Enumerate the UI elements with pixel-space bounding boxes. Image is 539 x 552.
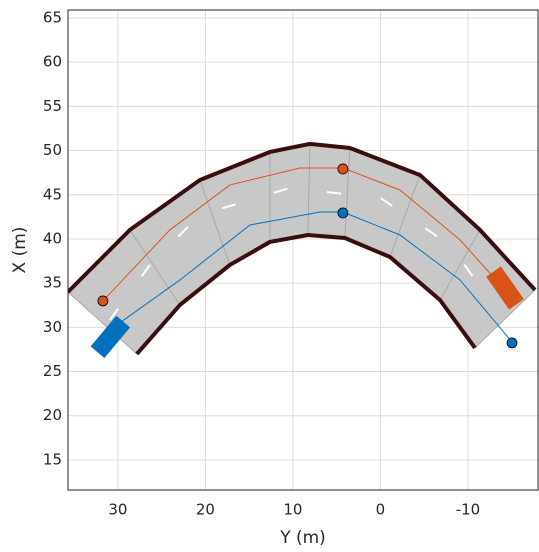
x-tick-label: 10 bbox=[283, 501, 302, 519]
vehicle bbox=[486, 266, 524, 310]
y-tick-label: 65 bbox=[43, 8, 62, 26]
y-tick-label: 30 bbox=[43, 318, 62, 336]
x-tick-label: 30 bbox=[108, 501, 127, 519]
plot bbox=[68, 141, 537, 359]
road-edge bbox=[68, 141, 537, 294]
y-tick-label: 60 bbox=[43, 53, 62, 71]
y-tick-label: 50 bbox=[43, 141, 62, 159]
y-tick-label: 55 bbox=[43, 97, 62, 115]
path bbox=[102, 167, 506, 302]
x-tick-label: -10 bbox=[456, 501, 481, 519]
waypoint bbox=[337, 207, 349, 219]
waypoint bbox=[97, 295, 109, 307]
y-tick-label: 20 bbox=[43, 406, 62, 424]
lane-marking bbox=[109, 186, 491, 321]
y-tick-label: 35 bbox=[43, 274, 62, 292]
waypoint bbox=[506, 337, 518, 349]
x-tick-label: 20 bbox=[196, 501, 215, 519]
y-tick-label: 25 bbox=[43, 362, 62, 380]
road-segment bbox=[389, 174, 421, 258]
road-segment bbox=[439, 229, 481, 301]
y-axis-label: X (m) bbox=[10, 227, 30, 274]
y-tick-label: 40 bbox=[43, 229, 62, 247]
y-tick-label: 15 bbox=[43, 450, 62, 468]
vehicle bbox=[90, 315, 131, 359]
road-segment bbox=[68, 291, 138, 355]
road-segment bbox=[474, 289, 536, 349]
axes-box bbox=[67, 9, 539, 491]
y-tick-label: 45 bbox=[43, 185, 62, 203]
road-surface bbox=[68, 143, 536, 354]
road-segment bbox=[307, 143, 311, 235]
road-segment bbox=[344, 147, 351, 239]
waypoint bbox=[337, 163, 349, 175]
road-segment bbox=[129, 229, 181, 306]
road-edge bbox=[135, 232, 477, 356]
x-axis-label: Y (m) bbox=[279, 528, 326, 548]
path bbox=[109, 211, 513, 343]
x-tick-label: 0 bbox=[376, 501, 386, 519]
road-segment bbox=[199, 179, 231, 266]
